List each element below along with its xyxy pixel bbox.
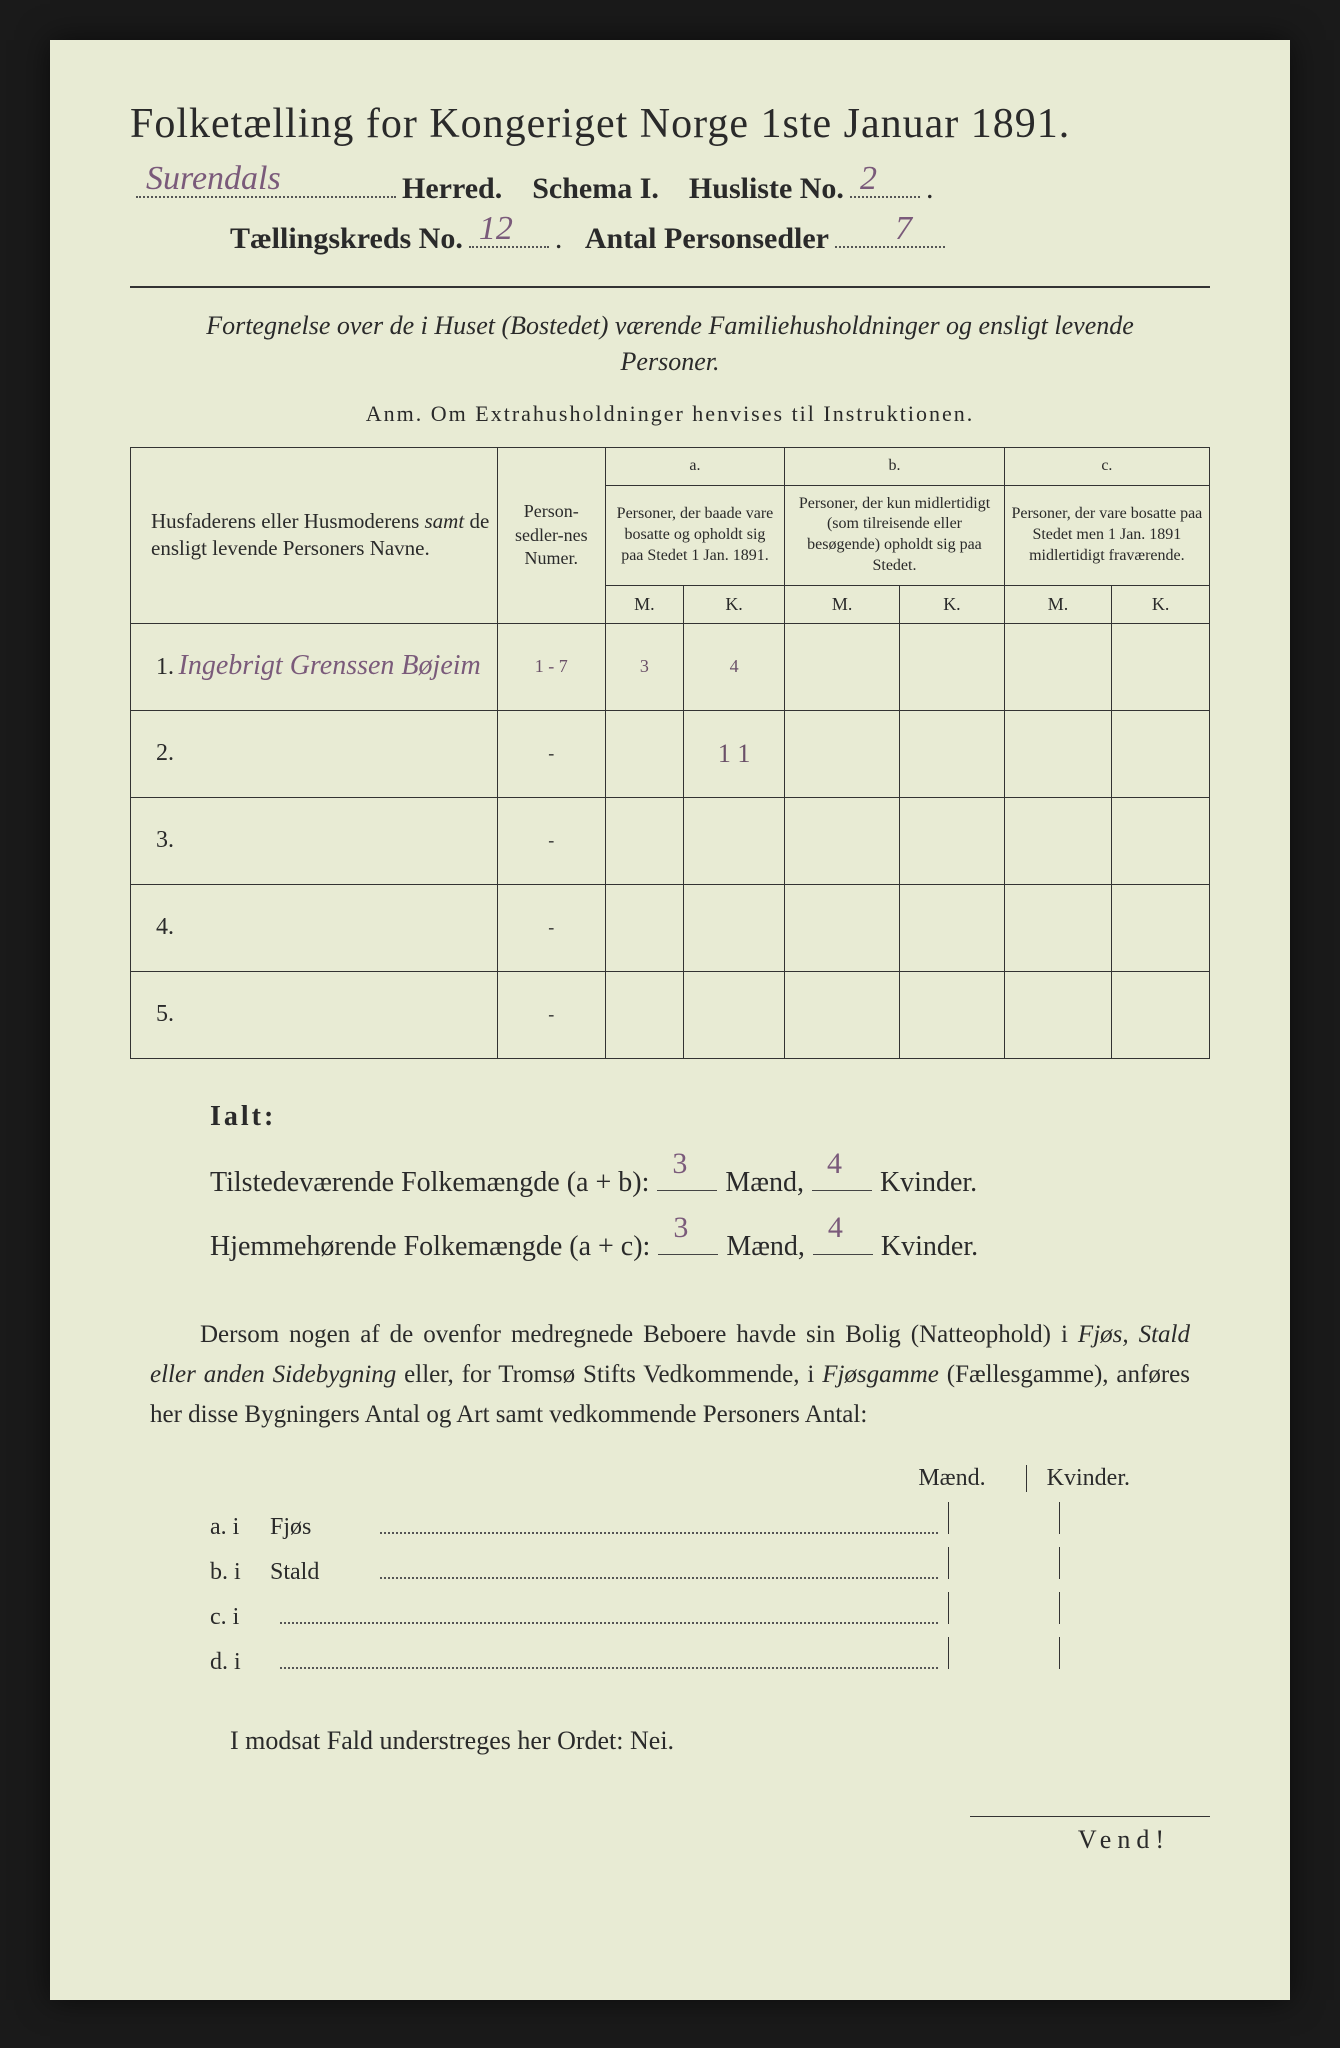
present-men: 3: [672, 1134, 687, 1194]
col-c-label: c.: [1004, 447, 1209, 485]
cell-am: 3: [605, 623, 683, 710]
col-maend: Mænd.: [918, 1465, 985, 1492]
page-title: Folketælling for Kongeriget Norge 1ste J…: [130, 100, 1210, 148]
col-b-k: K.: [900, 585, 1005, 623]
schema-label: Schema I.: [532, 172, 659, 206]
table-row: 3. -: [131, 797, 1210, 884]
form-subtitle: Fortegnelse over de i Huset (Bostedet) v…: [170, 308, 1170, 381]
ialt-label: Ialt:: [210, 1089, 1210, 1145]
cell-cm: [1004, 623, 1111, 710]
cell-sedler: -: [497, 710, 605, 797]
divider: [130, 286, 1210, 288]
col-b-m: M.: [785, 585, 900, 623]
outbuilding-paragraph: Dersom nogen af de ovenfor medregnede Be…: [150, 1315, 1190, 1435]
herred-value: Surendals: [146, 160, 281, 198]
col-c-k: K.: [1112, 585, 1210, 623]
cell-sedler: -: [497, 971, 605, 1058]
building-row: b. i Stald: [210, 1547, 1170, 1586]
cell-ck: [1112, 623, 1210, 710]
header-line-1: Surendals Herred. Schema I. Husliste No.…: [130, 168, 1210, 206]
present-women: 4: [827, 1134, 842, 1194]
outbuilding-table: Mænd. Kvinder. a. i Fjøs b. i Stald c. i…: [210, 1465, 1170, 1676]
col-a-text: Personer, der baade vare bosatte og opho…: [605, 485, 784, 585]
table-row: 4. -: [131, 884, 1210, 971]
kreds-label: Tællingskreds No.: [230, 222, 463, 256]
annotation-note: Anm. Om Extrahusholdninger henvises til …: [130, 401, 1210, 427]
col-a-m: M.: [605, 585, 683, 623]
building-row: d. i: [210, 1637, 1170, 1676]
building-row: c. i: [210, 1592, 1170, 1631]
col-kvinder: Kvinder.: [1026, 1465, 1130, 1492]
resident-men: 3: [673, 1198, 688, 1258]
building-row: a. i Fjøs: [210, 1502, 1170, 1541]
totals-section: Ialt: Tilstedeværende Folkemængde (a + b…: [210, 1089, 1210, 1275]
table-row: 1. Ingebrigt Grenssen Bøjeim 1 - 7 3 4: [131, 623, 1210, 710]
col-header-sedler: Person-sedler-nes Numer.: [497, 447, 605, 623]
husliste-label: Husliste No.: [689, 172, 844, 206]
resident-women: 4: [828, 1198, 843, 1258]
cell-bm: [785, 623, 900, 710]
col-b-label: b.: [785, 447, 1005, 485]
cell-sedler: 1 - 7: [497, 623, 605, 710]
kreds-value: 12: [479, 210, 513, 248]
antal-value: 7: [895, 210, 912, 248]
present-total-line: Tilstedeværende Folkemængde (a + b): 3 M…: [210, 1155, 1210, 1211]
cell-ak: 4: [683, 623, 784, 710]
cell-ak: 1 1: [683, 710, 784, 797]
census-table: Husfaderens eller Husmoderens samt de en…: [130, 447, 1210, 1059]
herred-label: Herred.: [402, 172, 502, 206]
col-a-k: K.: [683, 585, 784, 623]
cell-am: [605, 710, 683, 797]
husliste-value: 2: [860, 160, 877, 198]
col-c-text: Personer, der vare bosatte paa Stedet me…: [1004, 485, 1209, 585]
table-row: 2. - 1 1: [131, 710, 1210, 797]
turn-over-label: Vend!: [970, 1816, 1210, 1855]
census-form-page: Folketælling for Kongeriget Norge 1ste J…: [50, 40, 1290, 2000]
cell-sedler: -: [497, 797, 605, 884]
header-line-2: Tællingskreds No. 12 . Antal Personsedle…: [230, 218, 1210, 256]
col-header-name: Husfaderens eller Husmoderens samt de en…: [131, 447, 498, 623]
cell-bk: [900, 623, 1005, 710]
col-c-m: M.: [1004, 585, 1111, 623]
person-name: Ingebrigt Grenssen Bøjeim: [179, 650, 481, 681]
final-instruction: I modsat Fald understreges her Ordet: Ne…: [230, 1726, 1210, 1756]
col-a-label: a.: [605, 447, 784, 485]
antal-label: Antal Personsedler: [585, 222, 829, 256]
col-b-text: Personer, der kun midlertidigt (som tilr…: [785, 485, 1005, 585]
cell-sedler: -: [497, 884, 605, 971]
resident-total-line: Hjemmehørende Folkemængde (a + c): 3 Mæn…: [210, 1219, 1210, 1275]
table-row: 5. -: [131, 971, 1210, 1058]
